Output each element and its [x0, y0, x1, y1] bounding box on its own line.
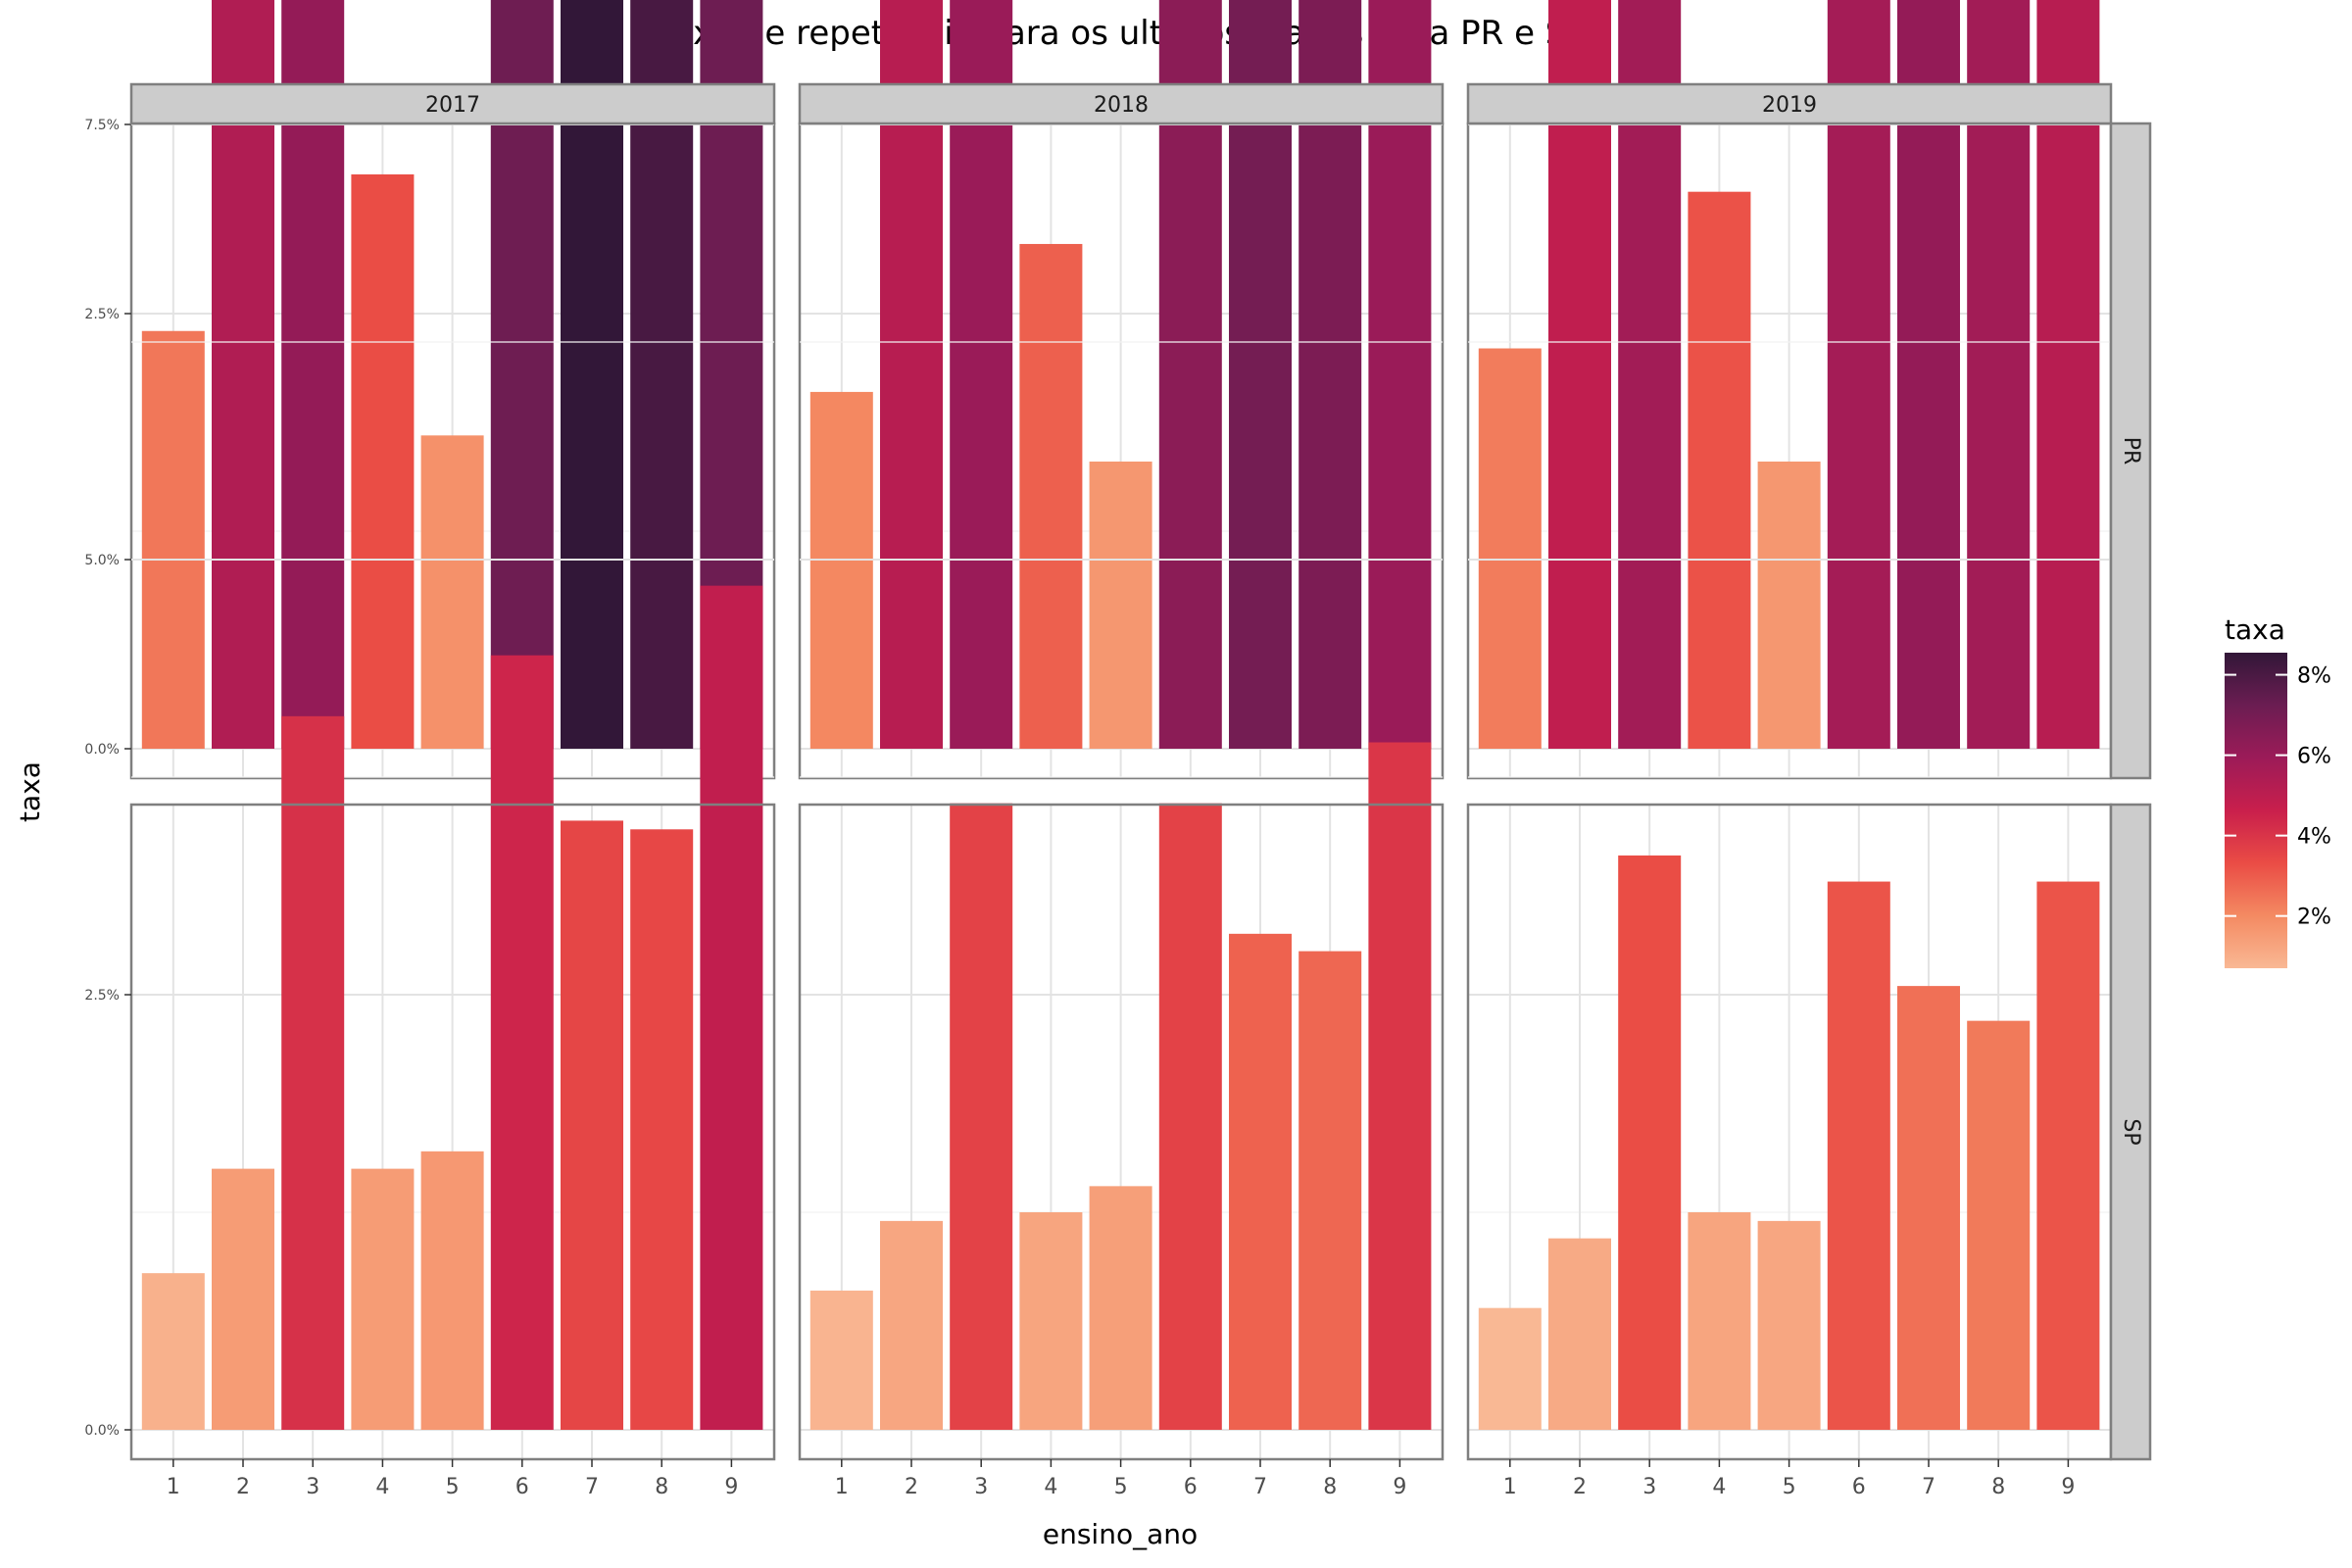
bar — [1229, 933, 1292, 1430]
panel-2018-SP — [798, 123, 1445, 1461]
bar — [1478, 1307, 1542, 1430]
bar — [1478, 348, 1542, 749]
x-tick-label: 9 — [2061, 1475, 2075, 1499]
color-legend: taxa 8% 6% 4% 2% — [2225, 613, 2331, 968]
y-tick-label: 7.5% — [84, 118, 120, 133]
facet-strip-2018 — [798, 82, 1445, 125]
legend-label: 8% — [2297, 664, 2331, 689]
bar — [1548, 1238, 1611, 1430]
bar — [141, 1273, 205, 1430]
x-tick-label: 3 — [306, 1475, 319, 1499]
legend-colorbar — [2225, 653, 2287, 968]
x-tick-label: 2 — [905, 1475, 918, 1499]
legend-label: 4% — [2297, 825, 2331, 850]
x-tick-label: 6 — [1852, 1475, 1866, 1499]
bar — [950, 803, 1013, 1430]
legend-label: 2% — [2297, 906, 2331, 930]
x-tick-label: 1 — [835, 1475, 849, 1499]
x-tick-label: 3 — [1642, 1475, 1656, 1499]
bar — [351, 1168, 415, 1430]
facet-strip-label: 2017 — [425, 93, 480, 118]
legend-title: taxa — [2225, 613, 2285, 646]
bar — [1089, 1186, 1152, 1430]
bar — [809, 391, 873, 749]
facet-strip-label: SP — [2119, 1118, 2143, 1145]
axes-layer: 0.0%2.5%5.0%7.5%0.0%2.5%5.0%7.5%12345678… — [84, 82, 2152, 1499]
x-tick-label: 8 — [1323, 1475, 1337, 1499]
bar — [2036, 881, 2100, 1430]
facet-strip-2017 — [129, 82, 776, 125]
x-tick-label: 7 — [585, 1475, 599, 1499]
bar — [1967, 1020, 2031, 1430]
facet-strip-label: 2019 — [1762, 93, 1817, 118]
bar — [420, 1151, 484, 1430]
bar — [490, 655, 554, 1430]
x-tick-label: 1 — [1503, 1475, 1517, 1499]
bar — [1158, 803, 1222, 1430]
bar — [1897, 986, 1960, 1430]
bar — [1827, 881, 1890, 1430]
legend-label: 6% — [2297, 745, 2331, 769]
bar — [809, 1290, 873, 1430]
bar — [1688, 191, 1751, 749]
bar — [1757, 461, 1821, 749]
x-tick-label: 8 — [1991, 1475, 2005, 1499]
bar — [141, 330, 205, 749]
panels-layer — [129, 0, 2113, 1461]
x-tick-label: 2 — [236, 1475, 250, 1499]
facet-strip-PR — [2109, 122, 2152, 780]
bar — [1019, 243, 1083, 749]
x-tick-label: 4 — [1044, 1475, 1057, 1499]
y-tick-label: 5.0% — [84, 553, 120, 568]
x-tick-label: 2 — [1573, 1475, 1587, 1499]
bar — [1757, 1220, 1821, 1430]
y-tick-label: 2.5% — [84, 307, 120, 322]
bar — [1618, 855, 1682, 1430]
x-tick-label: 6 — [515, 1475, 529, 1499]
x-tick-label: 9 — [724, 1475, 738, 1499]
bar — [700, 585, 763, 1430]
x-tick-label: 9 — [1393, 1475, 1406, 1499]
bar — [630, 829, 694, 1430]
facet-strip-label: 2018 — [1094, 93, 1149, 118]
bar — [1019, 1212, 1083, 1430]
bar — [561, 820, 623, 1430]
bar — [1368, 742, 1432, 1430]
panel-2017-SP — [129, 123, 776, 1461]
x-tick-label: 8 — [655, 1475, 668, 1499]
x-tick-label: 4 — [375, 1475, 389, 1499]
bar — [212, 1168, 274, 1430]
y-tick-label: 0.0% — [84, 1423, 120, 1439]
panel-2019-PR — [1466, 0, 2113, 780]
panel-2019-SP — [1466, 123, 2113, 1461]
x-tick-label: 5 — [446, 1475, 460, 1499]
x-tick-label: 5 — [1114, 1475, 1128, 1499]
x-tick-label: 4 — [1712, 1475, 1726, 1499]
x-axis-label: ensino_ano — [1043, 1518, 1198, 1550]
facet-strip-label: PR — [2119, 437, 2143, 466]
facet-strip-2019 — [1466, 82, 2113, 125]
bar — [351, 173, 415, 750]
x-tick-label: 1 — [167, 1475, 180, 1499]
y-tick-label: 0.0% — [84, 742, 120, 758]
y-tick-label: 2.5% — [84, 988, 120, 1004]
y-axis-label: taxa — [14, 761, 46, 822]
x-tick-label: 7 — [1253, 1475, 1267, 1499]
x-tick-label: 6 — [1184, 1475, 1198, 1499]
x-tick-label: 3 — [974, 1475, 988, 1499]
bar — [1089, 461, 1152, 749]
bar — [1688, 1212, 1751, 1430]
chart-title: Taxa de repetencia para os ultimos 3 ano… — [658, 14, 1587, 53]
x-tick-label: 5 — [1783, 1475, 1796, 1499]
bar — [281, 715, 345, 1430]
bar — [1298, 951, 1362, 1430]
bar — [880, 1220, 943, 1430]
bar — [420, 435, 484, 749]
facet-strip-SP — [2109, 803, 2152, 1461]
x-tick-label: 7 — [1922, 1475, 1936, 1499]
